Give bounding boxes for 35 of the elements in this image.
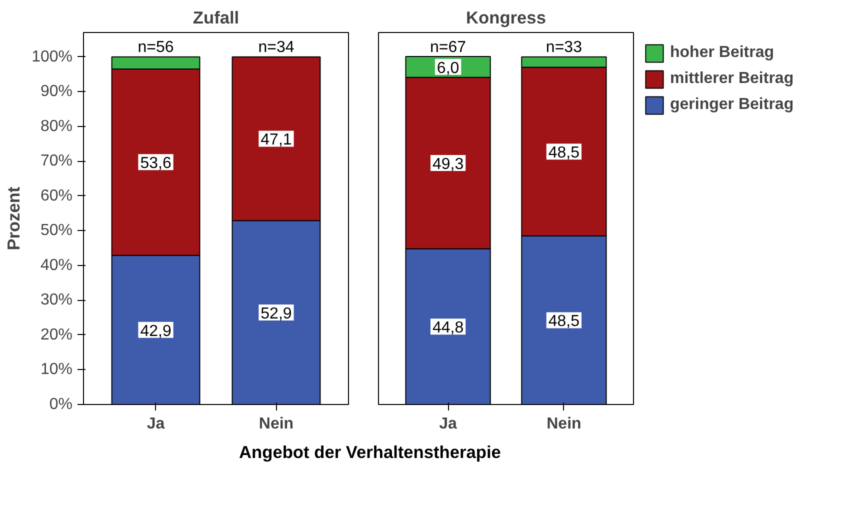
y-tick-label: 100%	[32, 48, 72, 66]
y-tick-label: 10%	[40, 361, 73, 378]
data-label: 48,5	[548, 144, 580, 162]
x-axis-title: Angebot der Verhaltenstherapie	[239, 441, 501, 464]
data-label: 52,9	[260, 306, 292, 323]
y-tick-label: 80%	[40, 118, 73, 135]
y-tick-label: 50%	[40, 222, 73, 240]
x-tick-label: Ja	[439, 416, 458, 432]
annotation: n=56	[138, 38, 174, 56]
chart-title: Zufall	[192, 8, 240, 28]
y-tick-label: 90%	[40, 83, 73, 100]
x-tick-label: Ja	[146, 416, 165, 432]
y-tick-label: 70%	[40, 152, 73, 170]
legend-label: mittlerer Beitrag	[670, 70, 794, 88]
annotation: n=34	[258, 38, 294, 56]
chart-title: Kongress	[466, 8, 546, 28]
annotation: n=67	[430, 38, 466, 56]
data-label: 48,5	[548, 313, 580, 330]
legend-label: geringer Beitrag	[670, 96, 794, 114]
data-label: 53,6	[140, 155, 172, 172]
y-tick-label: 20%	[40, 326, 73, 344]
x-tick-label: Nein	[546, 416, 582, 432]
data-label: 6,0	[436, 60, 460, 77]
data-label: 44,8	[432, 320, 464, 337]
legend-label: hoher Beitrag	[670, 44, 774, 62]
y-axis-title: Prozent	[4, 186, 24, 250]
data-label: 49,3	[432, 156, 464, 174]
y-tick-label: 30%	[40, 292, 73, 309]
data-label: 47,1	[260, 132, 292, 149]
y-tick-label: 60%	[40, 187, 73, 204]
y-tick-label: 40%	[40, 256, 73, 274]
y-tick-label: 0%	[49, 396, 72, 413]
data-label: 42,9	[140, 322, 172, 340]
x-tick-label: Nein	[258, 416, 294, 432]
annotation: n=33	[546, 38, 582, 56]
